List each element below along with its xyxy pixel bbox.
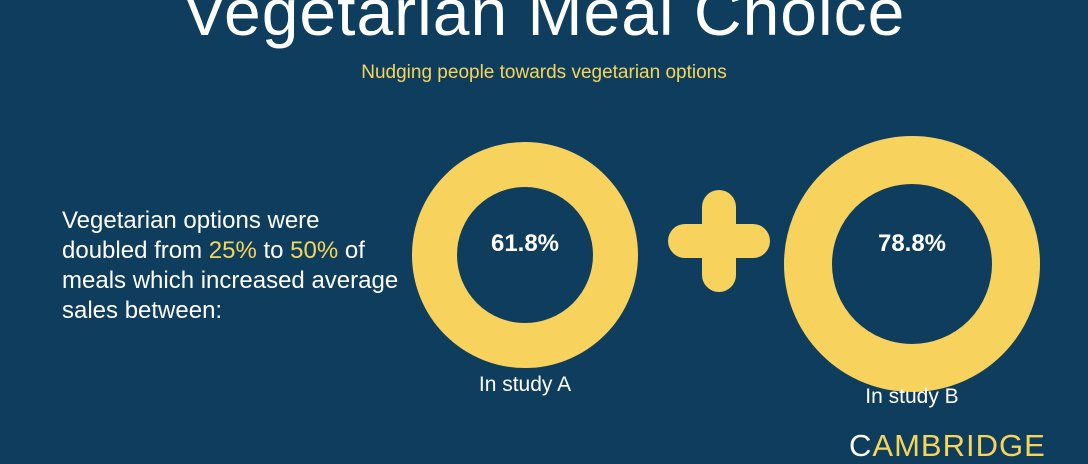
description-part-2: to (256, 237, 291, 264)
highlight-from-value: 25% (208, 237, 257, 264)
plus-icon-vertical-bar (702, 190, 736, 292)
page-title: Vegetarian Meal Choice (182, 0, 906, 49)
highlight-to-value: 50% (290, 237, 339, 264)
description-part-3: of meals which increased average sales b… (62, 237, 399, 324)
study-a-label: In study A (478, 373, 572, 396)
study-b-ring (784, 136, 1040, 392)
study-b-value: 78.8% (877, 230, 947, 257)
study-a-value: 61.8% (490, 230, 560, 257)
cambridge-logo: CAMBRIDGE (849, 428, 1046, 464)
logo-rest: AMBRIDGE (872, 428, 1046, 463)
study-b-label: In study B (865, 385, 959, 408)
logo-first-letter: C (849, 428, 873, 463)
description-text: Vegetarian options were doubled from 25%… (62, 206, 402, 326)
description-part-1: Vegetarian options were doubled from (62, 207, 320, 264)
page-subtitle: Nudging people towards vegetarian option… (361, 62, 727, 83)
